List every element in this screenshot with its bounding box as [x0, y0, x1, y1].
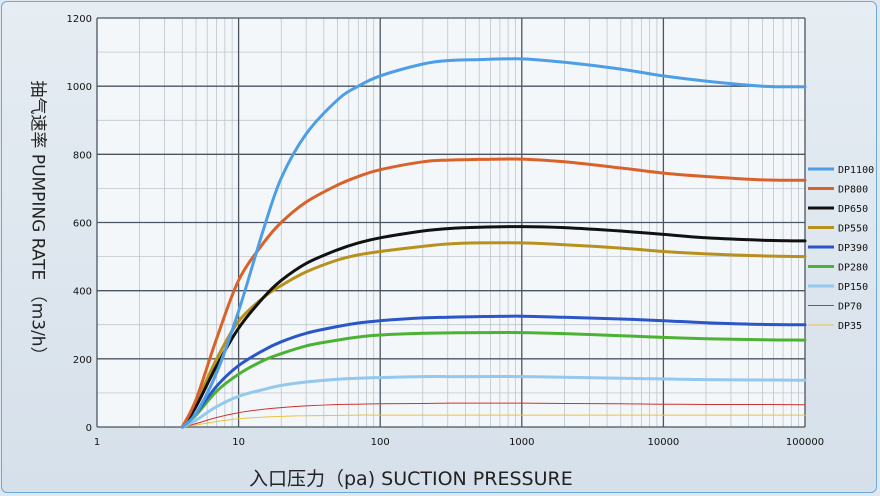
legend-label-dp550: DP550 [838, 224, 868, 235]
x-tick-labels: 1 10 100 1000 10000 100000 [94, 437, 824, 448]
legend-label-dp280: DP280 [838, 263, 868, 274]
x-tick-label: 10000 [647, 437, 679, 448]
y-tick-label: 0 [86, 423, 92, 434]
y-tick-label: 600 [73, 219, 92, 230]
x-tick-label: 1000 [509, 437, 534, 448]
y-tick-label: 1200 [67, 14, 92, 25]
legend-label-dp70: DP70 [838, 302, 862, 313]
series-line-dp280 [180, 330, 807, 429]
y-tick-label: 1000 [67, 82, 92, 93]
legend-label-dp650: DP650 [838, 204, 868, 215]
x-axis-title: 入口压力（pa) SUCTION PRESSURE [249, 468, 573, 490]
y-tick-label: 200 [73, 355, 92, 366]
series-line-dp650 [180, 225, 807, 429]
series-line-dp390 [180, 314, 807, 429]
y-tick-label: 800 [73, 150, 92, 161]
y-tick-label: 400 [73, 287, 92, 298]
legend-label-dp800: DP800 [838, 185, 868, 196]
legend-label-dp35: DP35 [838, 321, 862, 332]
legend-label-dp150: DP150 [838, 282, 868, 293]
series-lines [180, 57, 807, 429]
series-line-dp150 [180, 375, 807, 429]
legend: DP1100 DP800 DP650 DP550 DP390 DP280 DP150 DP70… [808, 165, 874, 332]
legend-label-dp1100: DP1100 [838, 165, 874, 176]
y-axis-title: 抽气速率 PUMPING RATE （m3/h） [27, 80, 48, 364]
series-line-dp1100 [180, 57, 807, 429]
legend-label-dp390: DP390 [838, 243, 868, 254]
series-line-dp35 [181, 414, 806, 428]
x-tick-label: 1 [94, 437, 100, 448]
x-tick-label: 100 [371, 437, 390, 448]
x-tick-label: 10 [232, 437, 245, 448]
y-tick-labels: 0 200 400 600 800 1000 1200 [67, 14, 92, 434]
series-line-dp70 [181, 402, 806, 428]
series-line-dp550 [180, 241, 807, 429]
x-tick-label: 100000 [786, 437, 824, 448]
series-line-dp800 [180, 157, 807, 429]
